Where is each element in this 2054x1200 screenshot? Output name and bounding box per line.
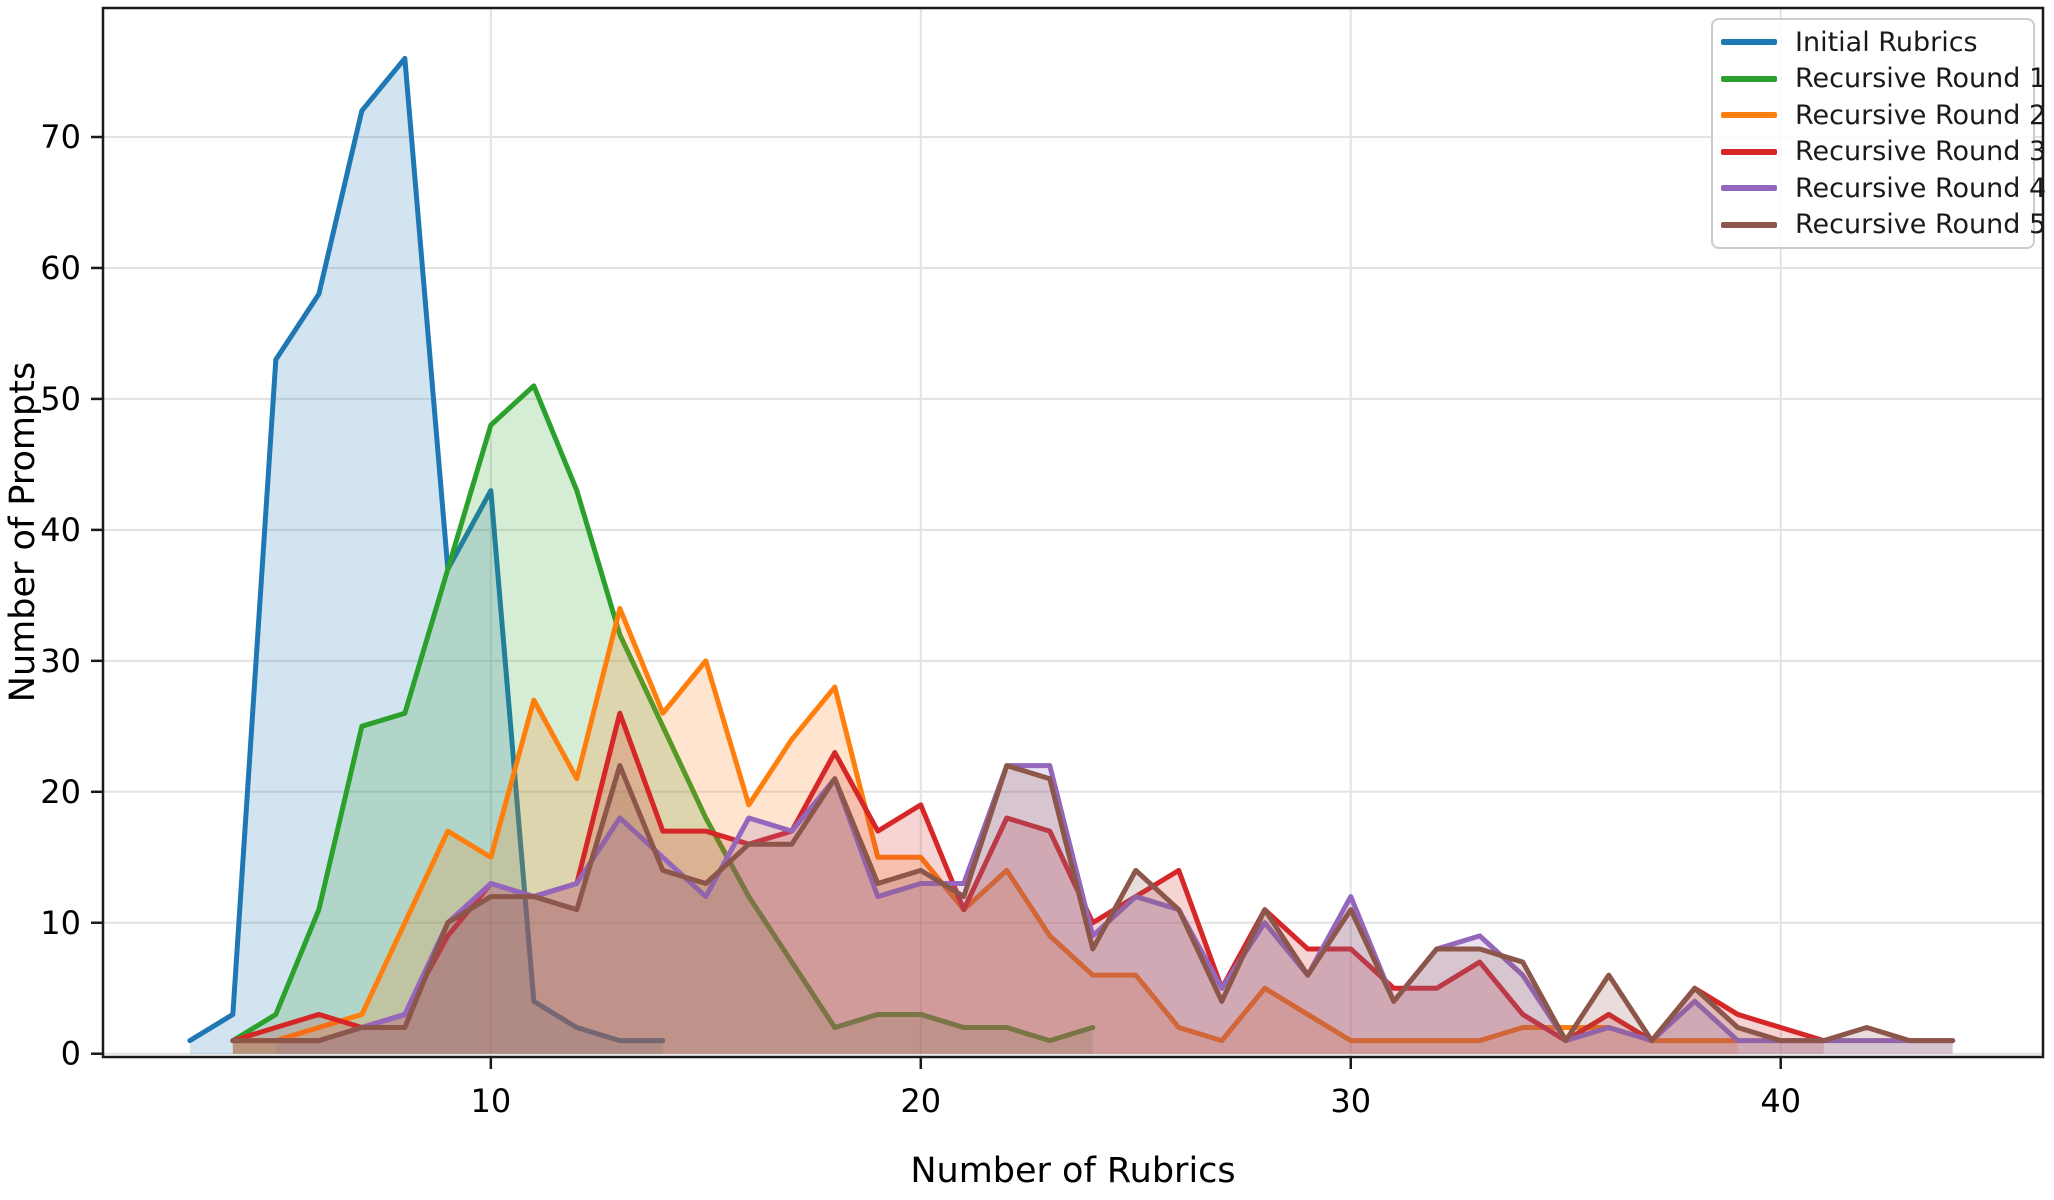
legend-item-label: Initial Rubrics: [1795, 26, 1978, 58]
y-tick-label: 10: [40, 904, 81, 942]
grid-lines: [103, 8, 2043, 1057]
legend-item-label: Recursive Round 5: [1795, 209, 2047, 241]
series-fill: [232, 608, 1738, 1054]
legend-item-label: Recursive Round 2: [1795, 99, 2047, 131]
series-fill: [275, 765, 1953, 1054]
x-axis-title: Number of Rubrics: [910, 1151, 1235, 1191]
legend-item: Recursive Round 5: [1721, 207, 2046, 243]
legend-item-label: Recursive Round 4: [1795, 172, 2047, 204]
x-tick-label: 10: [470, 1082, 511, 1120]
legend-line-swatch: [1721, 75, 1777, 82]
legend-line-swatch: [1721, 221, 1777, 228]
series-line: [273, 763, 1956, 1044]
series-fill: [232, 765, 1953, 1054]
data-series: [187, 55, 1956, 1054]
axis-ticks: 10 20 30 40 0 10 20 30 40 50 60 70: [40, 118, 1801, 1120]
legend-item-label: Recursive Round 3: [1795, 136, 2047, 168]
x-tick-label: 30: [1330, 1082, 1371, 1120]
y-tick-label: 60: [40, 249, 81, 287]
legend-line-swatch: [1721, 185, 1777, 192]
legend-item: Recursive Round 1: [1721, 61, 2046, 97]
legend-line-swatch: [1721, 39, 1777, 46]
legend-item: Recursive Round 2: [1721, 97, 2046, 133]
series-fill: [189, 58, 663, 1054]
y-tick-label: 20: [40, 773, 81, 811]
y-axis-title: Number of Prompts: [3, 362, 43, 702]
series-line: [187, 55, 666, 1044]
legend: Initial Rubrics Recursive Round 1 Recurs…: [1711, 18, 2046, 249]
legend-item-label: Recursive Round 1: [1795, 63, 2047, 95]
series-line: [230, 763, 1956, 1044]
legend-item: Recursive Round 3: [1721, 134, 2046, 170]
x-tick-label: 40: [1760, 1082, 1801, 1120]
y-tick-label: 70: [40, 118, 81, 156]
legend-line-swatch: [1721, 148, 1777, 155]
series-line: [230, 383, 1096, 1044]
series-fill: [232, 385, 1093, 1054]
y-tick-label: 50: [40, 380, 81, 418]
y-tick-label: 0: [61, 1035, 81, 1073]
series-line: [230, 605, 1741, 1044]
x-tick-label: 20: [900, 1082, 941, 1120]
axes-frame: [101, 6, 2045, 1059]
y-tick-label: 40: [40, 511, 81, 549]
legend-item: Recursive Round 4: [1721, 170, 2046, 206]
y-tick-label: 30: [40, 642, 81, 680]
legend-item: Initial Rubrics: [1721, 24, 2033, 60]
legend-line-swatch: [1721, 112, 1777, 119]
